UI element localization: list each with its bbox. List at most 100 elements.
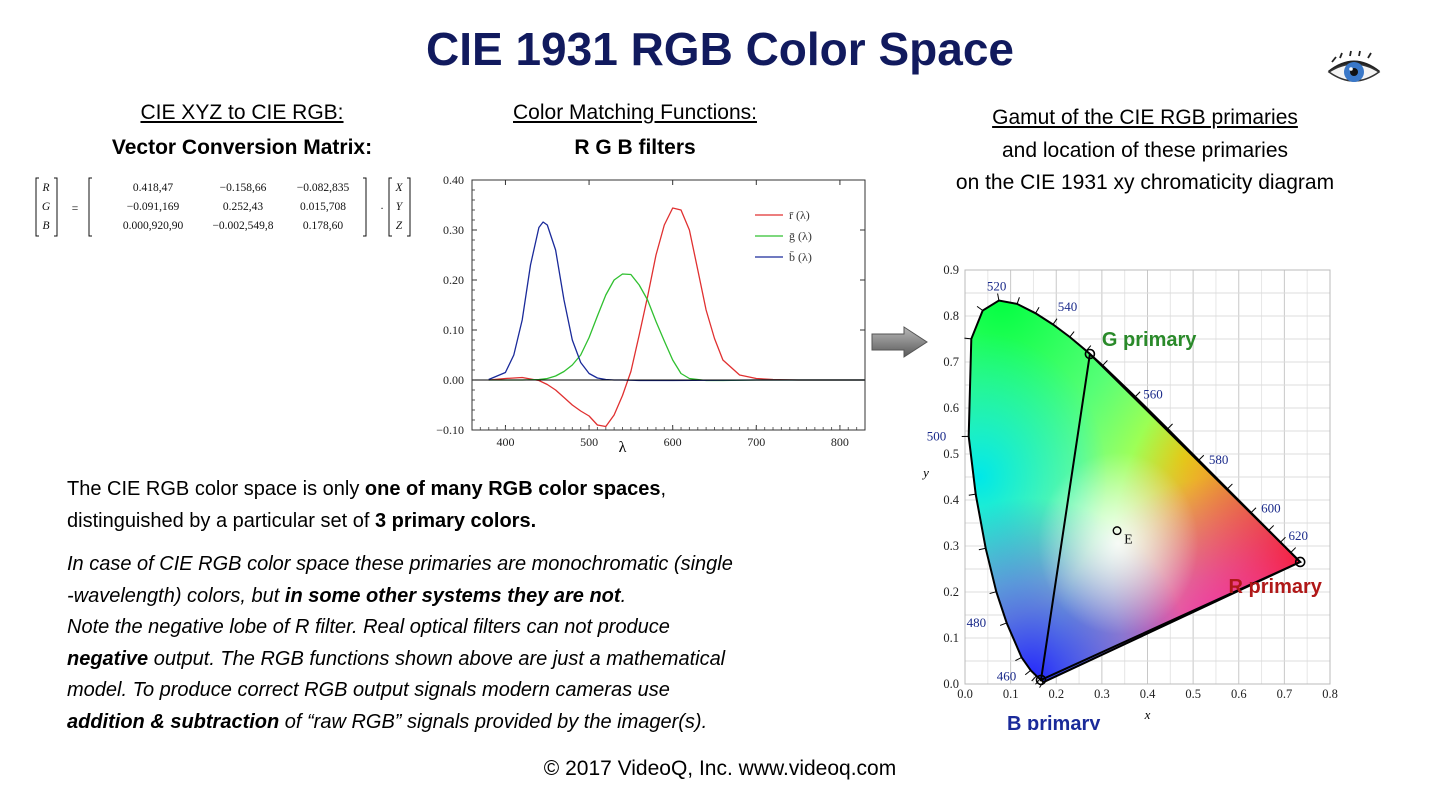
paragraph-details: In case of CIE RGB color space these pri… (67, 553, 733, 733)
x-tick-label: 0.1 (1003, 687, 1019, 701)
wavelength-tick (989, 591, 997, 595)
y-tick-label: 0.00 (443, 373, 464, 387)
wavelength-tick (1035, 306, 1040, 314)
series-line-2 (488, 221, 865, 382)
x-tick-label: 0.6 (1231, 687, 1247, 701)
wavelength-label: 560 (1143, 387, 1163, 402)
cmf-chart: −0.10 0.00 0.10 0.20 0.30 0.40 400 500 600 700 80… (436, 173, 866, 456)
wavelength-tick (964, 337, 972, 340)
wavelength-tick (1024, 669, 1032, 676)
x-tick-label: 0.5 (1185, 687, 1201, 701)
y-tick-label: 0.0 (943, 677, 959, 691)
y-tick-label: 0.2 (943, 585, 959, 599)
wavelength-label: 580 (1209, 452, 1229, 467)
primary-marker (1294, 556, 1306, 568)
y-tick-label: 0.9 (943, 263, 959, 277)
y-tick-label: −0.10 (436, 423, 464, 437)
y-tick-label: 0.5 (943, 447, 959, 461)
primary-label: B primary (1007, 713, 1101, 730)
legend-label: b̄ (λ) (789, 250, 812, 264)
wavelength-tick (1290, 547, 1297, 553)
wavelength-tick (1015, 656, 1022, 662)
paragraph-intro: The CIE RGB color space is only one of m… (67, 478, 667, 532)
plot-frame (964, 269, 1331, 685)
wavelength-tick (1250, 507, 1257, 514)
matrix-cell: 0.000,920,90 (123, 220, 184, 232)
legend-label: ḡ (λ) (789, 229, 812, 243)
y-tick-label: 0.30 (443, 223, 464, 237)
y-tick-label: 0.1 (943, 631, 959, 645)
matrix-rhs: X (394, 182, 403, 194)
y-axis-label: y (921, 465, 929, 480)
matrix-subheading: Vector Conversion Matrix: (111, 136, 373, 159)
y-tick-label: 0.7 (943, 355, 959, 369)
svg-text:=: = (72, 203, 79, 215)
matrix-cell: −0.091,169 (127, 201, 180, 213)
wavelength-tick (1280, 536, 1286, 543)
wavelength-tick (968, 493, 976, 496)
x-tick-label: 0.4 (1140, 687, 1156, 701)
footer-copyright: © 2017 VideoQ, Inc. www.videoq.com (543, 757, 897, 780)
wavelength-tick (997, 293, 1000, 301)
wavelength-tick (978, 547, 986, 551)
wavelength-tick (1134, 391, 1141, 398)
primary-label: G primary (1102, 329, 1197, 351)
y-tick-label: 0.3 (943, 539, 959, 553)
matrix-rhs: Y (396, 201, 404, 213)
x-axis-label: x (1144, 707, 1151, 722)
cmf-x-axis-label: λ (619, 439, 627, 456)
y-tick-label: 0.6 (943, 401, 959, 415)
x-tick-label: 800 (831, 435, 849, 449)
matrix-cell: 0.252,43 (223, 201, 264, 213)
x-tick-label: 700 (747, 435, 765, 449)
y-tick-label: 0.40 (443, 173, 464, 187)
x-tick-label: 400 (496, 435, 514, 449)
x-tick-label: 0.2 (1048, 687, 1064, 701)
rgb-gamut-triangle (1039, 351, 1302, 682)
wavelength-tick (1016, 297, 1020, 305)
primary-marker (1084, 348, 1096, 360)
right-arrow-icon (871, 326, 928, 358)
matrix-lhs: G (42, 201, 51, 213)
legend-label: r̄ (λ) (789, 208, 810, 222)
primary-marker (1035, 674, 1047, 686)
matrix-cell: 0.178,60 (303, 220, 344, 232)
wavelength-tick (999, 622, 1007, 626)
matrix-lhs: B (42, 220, 49, 232)
matrix-cell: 0.015,708 (300, 201, 346, 213)
wavelength-tick (1069, 331, 1075, 338)
wavelength-tick (1227, 483, 1233, 490)
gamut-heading-2: and location of these primaries (1002, 139, 1288, 162)
matrix-cell: 0.418,47 (133, 182, 174, 194)
wavelength-tick (976, 305, 984, 311)
svg-text:·: · (380, 203, 384, 215)
primary-label: R primary (1229, 576, 1323, 598)
cmf-subheading: R G B filters (574, 136, 696, 159)
matrix-cell: −0.158,66 (220, 182, 267, 194)
wavelength-tick (1167, 423, 1173, 430)
eye-icon (1327, 50, 1381, 82)
wavelength-label: 600 (1261, 501, 1281, 516)
wavelength-label: 540 (1058, 299, 1078, 314)
cmf-heading: Color Matching Functions: (513, 101, 757, 124)
wavelength-label: 460 (997, 668, 1017, 683)
wavelength-tick (1268, 525, 1275, 531)
series-line-1 (488, 273, 865, 382)
page-title: CIE 1931 RGB Color Space (426, 23, 1014, 75)
x-tick-label: 600 (664, 435, 682, 449)
x-tick-label: 0.7 (1277, 687, 1293, 701)
white-point-label: E (1124, 533, 1133, 548)
wavelength-label: 480 (967, 615, 987, 630)
y-tick-label: 0.10 (443, 323, 464, 337)
x-tick-label: 500 (580, 435, 598, 449)
matrix-heading: CIE XYZ to CIE RGB: (140, 101, 344, 124)
gamut-heading-1: Gamut of the CIE RGB primaries (992, 106, 1298, 129)
matrix-cell: −0.082,835 (297, 182, 350, 194)
y-tick-label: 0.8 (943, 309, 959, 323)
wavelength-tick (1198, 454, 1205, 461)
matrix-lhs: R (41, 182, 49, 194)
matrix-rhs: Z (396, 220, 403, 232)
wavelength-tick (1102, 360, 1108, 366)
wavelength-label: 500 (927, 428, 947, 443)
matrix-cell: −0.002,549,8 (212, 220, 273, 232)
